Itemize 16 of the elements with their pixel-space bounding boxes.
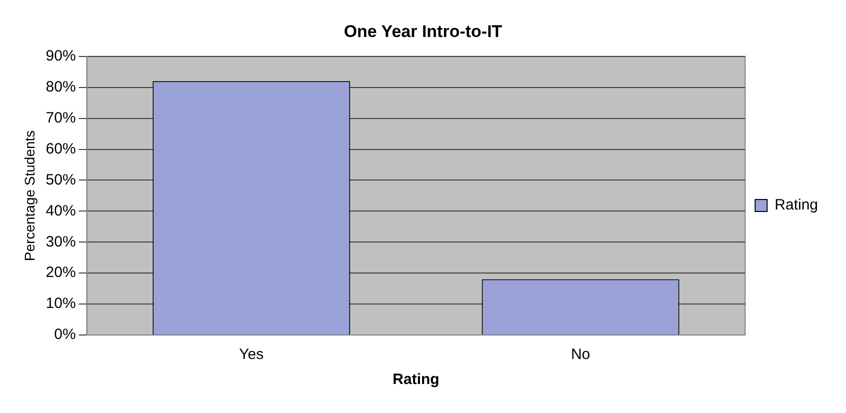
y-tick-label: 70% [46, 109, 76, 126]
y-axis-title: Percentage Students [21, 130, 38, 262]
y-tick-label: 60% [46, 140, 76, 158]
y-tick-label: 10% [46, 295, 76, 312]
y-tick-label: 0% [54, 326, 76, 344]
y-tick-label: 20% [46, 264, 76, 282]
y-tick-label: 80% [46, 78, 76, 96]
y-tick-label: 40% [46, 202, 76, 220]
y-tick-label: 90% [46, 48, 76, 65]
y-tick-label: 50% [46, 171, 76, 188]
x-axis-title: Rating [392, 371, 440, 388]
chart-title: One Year Intro-to-IT [344, 22, 503, 41]
legend-label: Rating [774, 196, 818, 214]
y-tick-label: 30% [46, 233, 76, 250]
x-tick-label: No [570, 346, 590, 364]
x-tick-label: Yes [239, 346, 264, 364]
